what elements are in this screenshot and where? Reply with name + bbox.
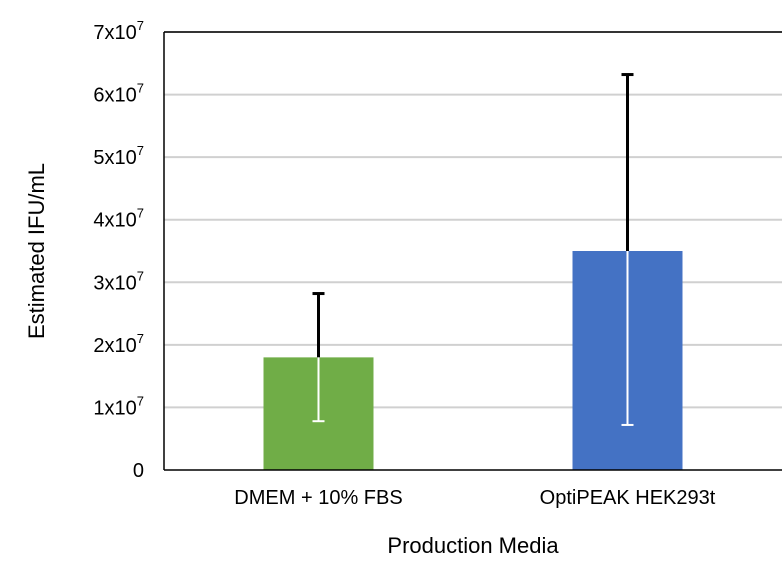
y-tick-label: 7x107 bbox=[93, 18, 144, 44]
y-tick-label: 6x107 bbox=[93, 81, 144, 107]
y-tick-label-exponent: 7 bbox=[137, 268, 144, 283]
y-tick-label: 4x107 bbox=[93, 206, 144, 232]
y-tick-label-base: 0 bbox=[133, 460, 144, 482]
y-tick-label-exponent: 7 bbox=[137, 393, 144, 408]
y-tick-label: 0 bbox=[133, 460, 144, 482]
x-tick-label: OptiPEAK HEK293t bbox=[540, 487, 716, 509]
bars bbox=[263, 73, 683, 470]
y-tick-label-exponent: 7 bbox=[137, 206, 144, 221]
y-tick-label: 2x107 bbox=[93, 331, 144, 357]
axes bbox=[163, 31, 782, 471]
y-tick-label-exponent: 7 bbox=[137, 81, 144, 96]
y-tick-label: 3x107 bbox=[93, 268, 144, 294]
y-tick-label-exponent: 7 bbox=[137, 331, 144, 346]
x-tick-labels: DMEM + 10% FBS OptiPEAK HEK293t bbox=[234, 487, 715, 509]
y-tick-label-base: 3x10 bbox=[93, 272, 136, 294]
y-tick-label-base: 4x10 bbox=[93, 210, 136, 232]
y-tick-label-base: 6x10 bbox=[93, 85, 136, 107]
x-tick-label: DMEM + 10% FBS bbox=[234, 487, 402, 509]
y-tick-label: 1x107 bbox=[93, 393, 144, 419]
y-tick-label-exponent: 7 bbox=[137, 143, 144, 158]
y-tick-label-base: 1x10 bbox=[93, 397, 136, 419]
y-tick-label-base: 7x10 bbox=[93, 22, 136, 44]
gridlines bbox=[164, 31, 782, 409]
x-axis-title: Production Media bbox=[387, 533, 559, 558]
y-tick-label: 5x107 bbox=[93, 143, 144, 169]
y-axis-title: Estimated IFU/mL bbox=[24, 163, 49, 339]
y-tick-label-base: 2x10 bbox=[93, 335, 136, 357]
y-tick-label-exponent: 7 bbox=[137, 18, 144, 33]
y-tick-label-base: 5x10 bbox=[93, 147, 136, 169]
